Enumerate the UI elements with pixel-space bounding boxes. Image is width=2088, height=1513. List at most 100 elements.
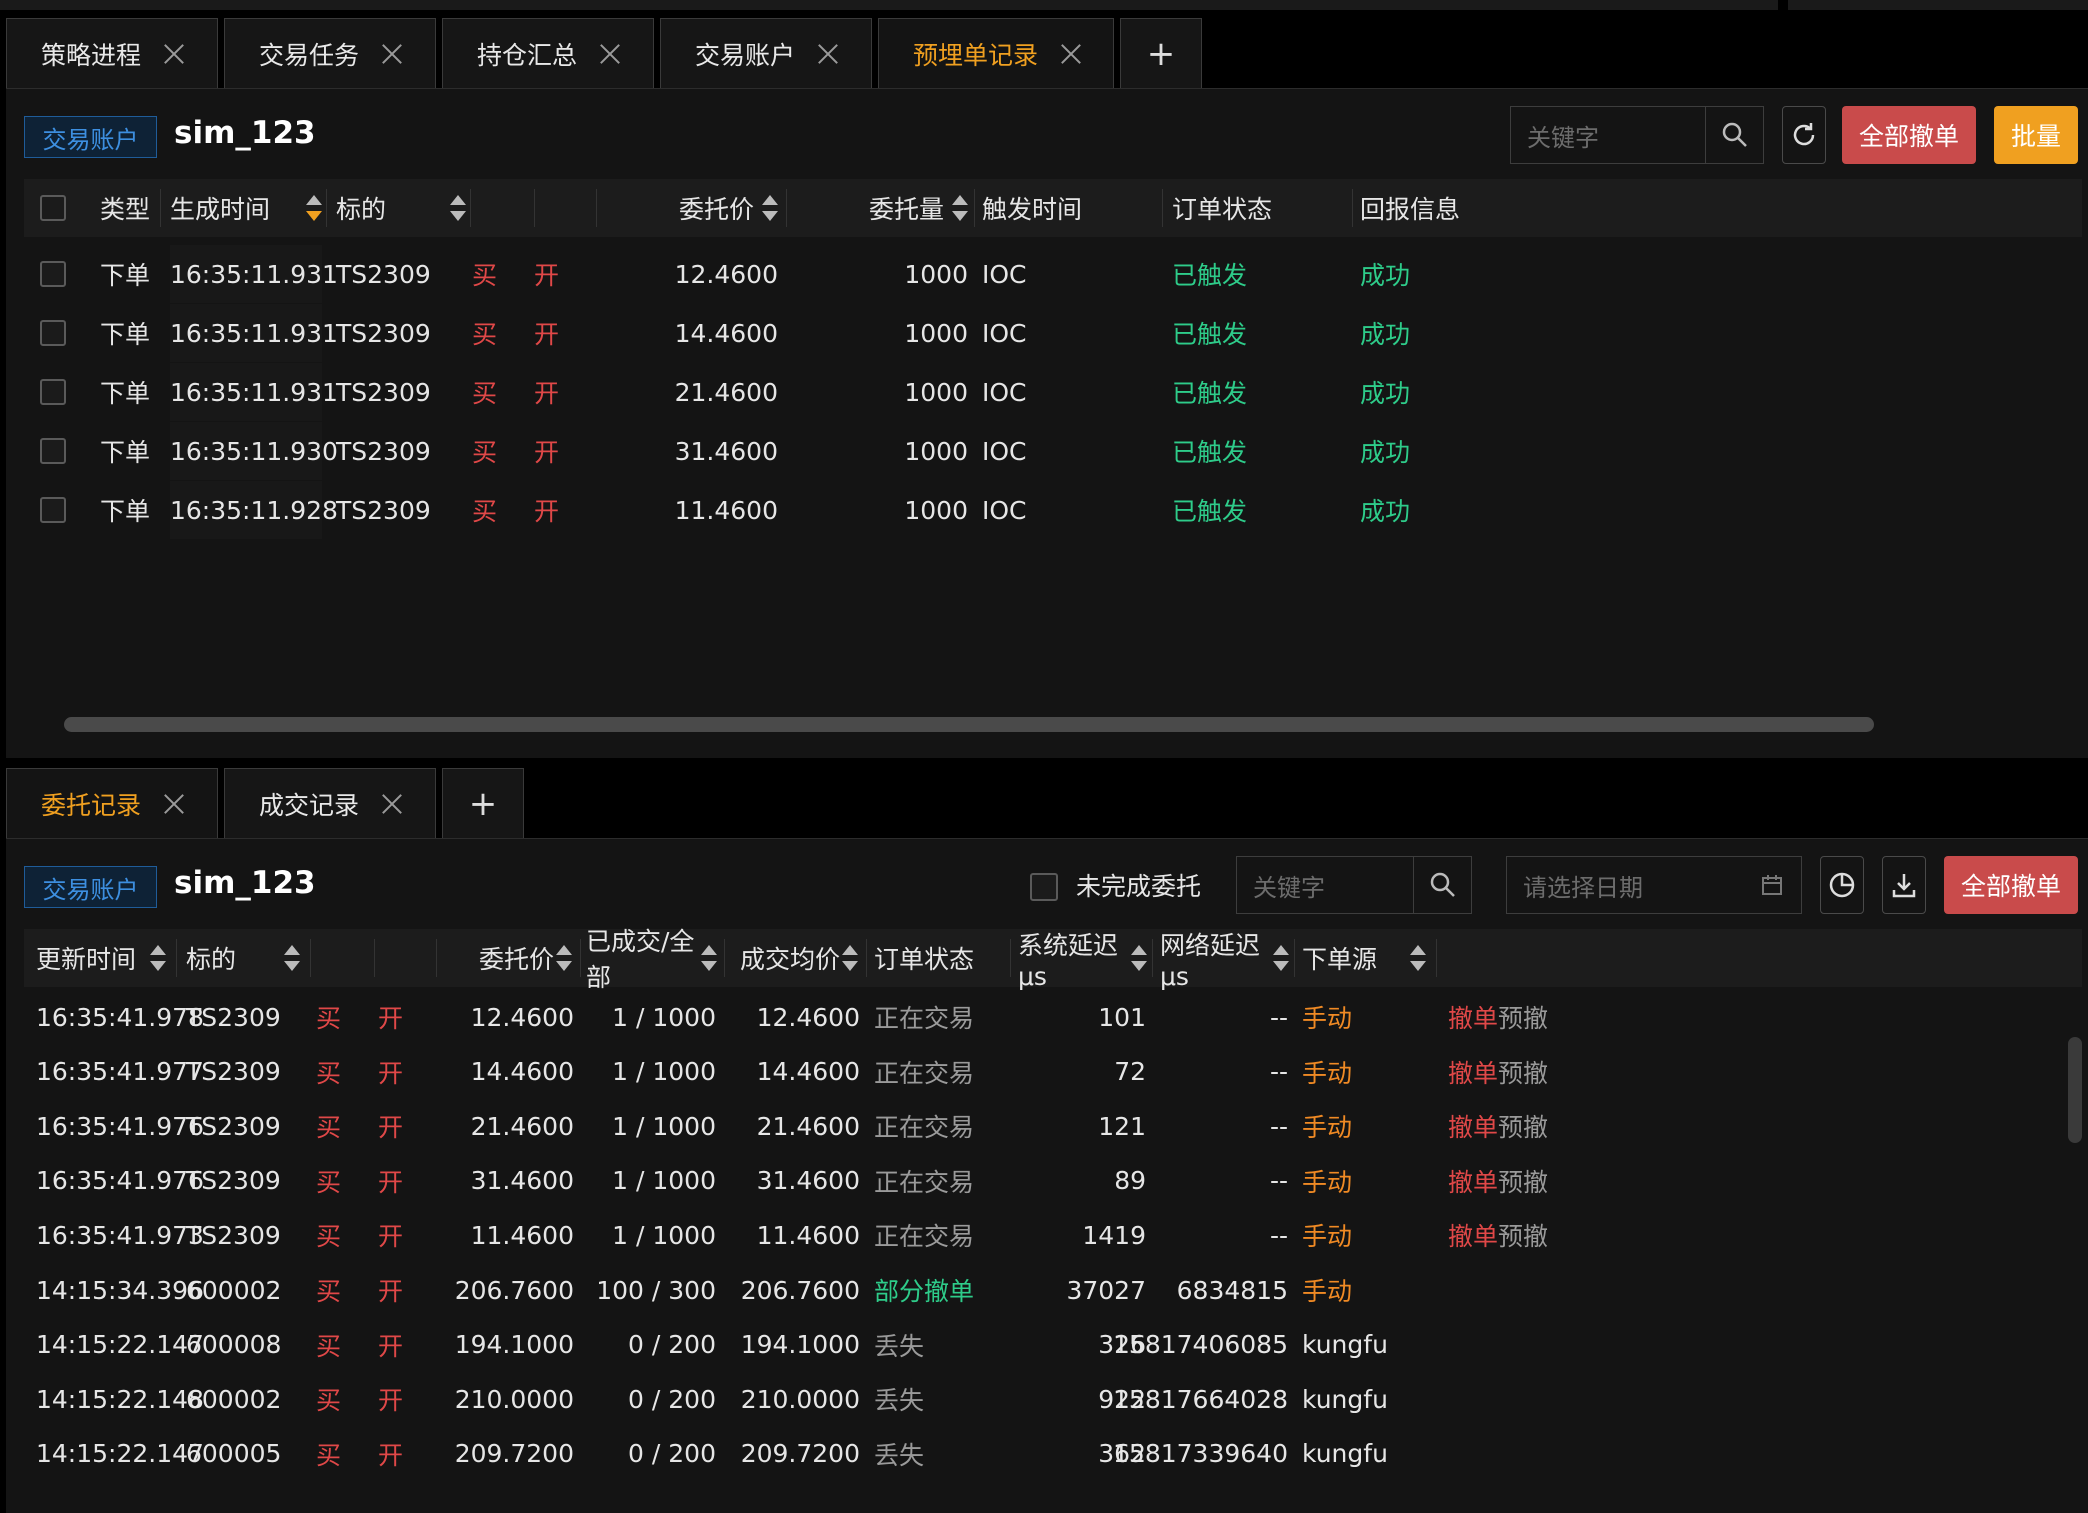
- pre-cancel-link[interactable]: 预撤: [1498, 1113, 1549, 1143]
- table-row[interactable]: 14:15:22.148 600002 买 开 210.0000 0 / 200 210.0…: [24, 1372, 2064, 1426]
- row-avg-price: 12.4600: [756, 1002, 860, 1032]
- table-row[interactable]: 下单 16:35:11.928 TS2309 买 开 11.4600 1000 IOC 已触发 成…: [24, 481, 2064, 539]
- pre-cancel-link[interactable]: 预撤: [1498, 1058, 1549, 1088]
- add-tab-button[interactable]: +: [1120, 18, 1202, 88]
- select-all-checkbox[interactable]: [40, 195, 66, 221]
- table-row[interactable]: 下单 16:35:11.931 TS2309 买 开 12.4600 1000 IOC 已触发 成…: [24, 245, 2064, 303]
- close-icon[interactable]: [381, 793, 403, 815]
- keyword-search[interactable]: 关键字: [1510, 106, 1764, 164]
- cancel-order-link[interactable]: 撤单: [1448, 1004, 1499, 1033]
- table-row[interactable]: 下单 16:35:11.931 TS2309 买 开 14.4600 1000 IOC 已触发 成…: [24, 304, 2064, 362]
- pre-cancel-link[interactable]: 预撤: [1498, 1222, 1549, 1252]
- row-price: 210.0000: [454, 1384, 574, 1414]
- row-checkbox[interactable]: [40, 379, 66, 405]
- table-row[interactable]: 16:35:41.977 TS2309 买 开 14.4600 1 / 1000 14.46…: [24, 1045, 2064, 1099]
- col-price[interactable]: 委托价: [444, 929, 572, 987]
- pie-chart-icon[interactable]: [1820, 856, 1864, 914]
- vertical-scrollbar[interactable]: [2068, 1037, 2082, 1143]
- sort-icon[interactable]: [842, 943, 858, 973]
- horizontal-scrollbar[interactable]: [64, 717, 1874, 732]
- close-icon[interactable]: [163, 43, 185, 65]
- cancel-order-link[interactable]: 撤单: [1448, 1167, 1499, 1197]
- table-row[interactable]: 16:35:41.978 TS2309 买 开 12.4600 1 / 1000 12.46…: [24, 990, 2064, 1044]
- row-side: 买: [316, 1277, 342, 1306]
- tab-label: 交易任务: [259, 40, 360, 70]
- cancel-order-link[interactable]: 撤单: [1448, 1222, 1499, 1252]
- tab-strategy-process[interactable]: 策略进程: [6, 18, 218, 88]
- sort-icon[interactable]: [284, 943, 300, 973]
- row-checkbox[interactable]: [40, 320, 66, 346]
- tab-label: 预埋单记录: [913, 40, 1039, 70]
- row-checkbox[interactable]: [40, 438, 66, 464]
- table-row[interactable]: 14:15:34.396 600002 买 开 206.7600 100 / 300 206…: [24, 1263, 2064, 1317]
- refresh-icon[interactable]: [1782, 106, 1826, 164]
- col-filled-total[interactable]: 已成交/全部: [586, 927, 718, 992]
- row-sys-latency: 89: [1114, 1166, 1146, 1196]
- table-row[interactable]: 16:35:41.976 TS2309 买 开 31.4600 1 / 1000 31.46…: [24, 1154, 2064, 1208]
- download-icon[interactable]: [1882, 856, 1926, 914]
- search-input[interactable]: 关键字: [1253, 873, 1325, 902]
- sort-icon[interactable]: [952, 193, 968, 223]
- tab-trade-records[interactable]: 成交记录: [224, 768, 436, 838]
- batch-button[interactable]: 批量: [1994, 106, 2078, 164]
- table-row[interactable]: 16:35:41.973 TS2309 买 开 11.4600 1 / 1000 11.46…: [24, 1208, 2064, 1262]
- col-symbol[interactable]: 标的: [186, 929, 300, 987]
- sort-icon[interactable]: [1131, 943, 1147, 973]
- col-created-time[interactable]: 生成时间: [170, 179, 322, 237]
- unfinished-orders-checkbox[interactable]: [1030, 873, 1058, 901]
- search-icon[interactable]: [1705, 107, 1763, 163]
- col-symbol[interactable]: 标的: [336, 179, 466, 237]
- sort-icon[interactable]: [556, 943, 572, 973]
- table-row[interactable]: 下单 16:35:11.930 TS2309 买 开 31.4600 1000 IOC 已触发 成…: [24, 422, 2064, 480]
- table-row[interactable]: 14:15:22.147 600005 买 开 209.7200 0 / 200 209.7…: [24, 1427, 2064, 1481]
- col-order-source[interactable]: 下单源: [1302, 929, 1426, 987]
- row-update-time: 16:35:41.976: [36, 1166, 204, 1196]
- table-row[interactable]: 14:15:22.147 600008 买 开 194.1000 0 / 200 194.1…: [24, 1318, 2064, 1372]
- row-status: 丢失: [874, 1440, 925, 1470]
- tab-trade-task[interactable]: 交易任务: [224, 18, 436, 88]
- search-icon[interactable]: [1413, 857, 1471, 913]
- col-qty[interactable]: 委托量: [794, 179, 968, 237]
- sort-icon[interactable]: [700, 943, 718, 973]
- col-price[interactable]: 委托价: [604, 179, 778, 237]
- close-icon[interactable]: [599, 43, 621, 65]
- row-status: 正在交易: [874, 1167, 975, 1197]
- sort-icon[interactable]: [1410, 943, 1426, 973]
- pre-cancel-link[interactable]: 预撤: [1498, 1167, 1549, 1197]
- tab-trade-account[interactable]: 交易账户: [660, 18, 872, 88]
- search-input[interactable]: 关键字: [1527, 123, 1599, 152]
- table-row[interactable]: 16:35:41.976 TS2309 买 开 21.4600 1 / 1000 21.46…: [24, 1099, 2064, 1153]
- row-offset: 开: [378, 1386, 404, 1416]
- cancel-order-link[interactable]: 撤单: [1448, 1113, 1499, 1143]
- tab-order-records[interactable]: 委托记录: [6, 768, 218, 838]
- col-trigger-time: 触发时间: [982, 195, 1083, 224]
- close-icon[interactable]: [1060, 43, 1082, 65]
- row-checkbox[interactable]: [40, 497, 66, 523]
- col-sys-latency[interactable]: 系统延迟 μs: [1018, 929, 1147, 991]
- close-icon[interactable]: [163, 793, 185, 815]
- close-icon[interactable]: [381, 43, 403, 65]
- date-picker[interactable]: 请选择日期: [1506, 856, 1802, 914]
- add-tab-button[interactable]: +: [442, 768, 524, 838]
- sort-icon[interactable]: [150, 943, 166, 973]
- keyword-search[interactable]: 关键字: [1236, 856, 1472, 914]
- close-icon[interactable]: [817, 43, 839, 65]
- tab-position-summary[interactable]: 持仓汇总: [442, 18, 654, 88]
- col-net-latency[interactable]: 网络延迟 μs: [1160, 929, 1289, 991]
- row-avg-price: 21.4600: [756, 1111, 860, 1141]
- tab-preorder-records[interactable]: 预埋单记录: [878, 18, 1114, 88]
- cancel-order-link[interactable]: 撤单: [1448, 1058, 1499, 1088]
- cancel-all-button[interactable]: 全部撤单: [1842, 106, 1976, 164]
- row-checkbox[interactable]: [40, 261, 66, 287]
- date-input[interactable]: 请选择日期: [1523, 873, 1643, 902]
- table-row[interactable]: 下单 16:35:11.931 TS2309 买 开 21.4600 1000 IOC 已触发 成…: [24, 363, 2064, 421]
- calendar-icon[interactable]: [1743, 857, 1801, 913]
- sort-icon[interactable]: [1273, 943, 1289, 973]
- sort-icon[interactable]: [450, 193, 466, 223]
- sort-icon[interactable]: [306, 193, 322, 223]
- col-update-time[interactable]: 更新时间: [36, 929, 166, 987]
- sort-icon[interactable]: [762, 193, 778, 223]
- col-avg-price[interactable]: 成交均价: [730, 929, 858, 987]
- pre-cancel-link[interactable]: 预撤: [1498, 1004, 1549, 1033]
- cancel-all-button[interactable]: 全部撤单: [1944, 856, 2078, 914]
